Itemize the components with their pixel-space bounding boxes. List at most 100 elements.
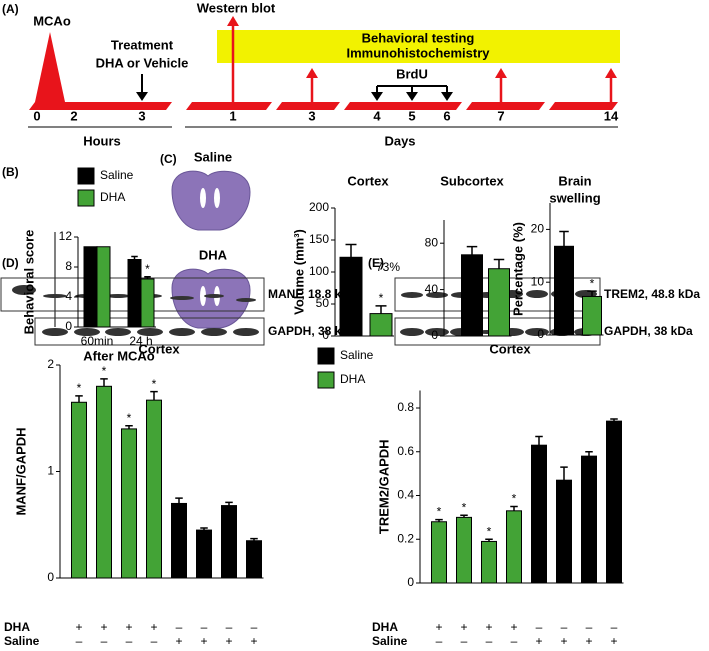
- testing-period: [217, 30, 620, 63]
- day-tick: 3: [308, 108, 315, 123]
- y-axis-label: MANF/GAPDH: [13, 427, 28, 515]
- y-tick-label: 12: [59, 229, 73, 243]
- panel-label: (C): [160, 152, 177, 166]
- treatment-sign: –: [101, 634, 108, 648]
- bar: [554, 245, 574, 336]
- y-tick-label: 200: [309, 200, 329, 214]
- row-label: Saline: [372, 634, 408, 648]
- treatment-sign: +: [250, 634, 257, 648]
- y-axis-label: Behavioral score: [21, 230, 36, 335]
- significance: *: [462, 500, 467, 514]
- y-tick-label: 0.8: [397, 400, 414, 414]
- chart-title: Subcortex: [440, 173, 504, 188]
- treatment-sign: –: [511, 634, 518, 648]
- y-tick-label: 0: [47, 570, 54, 584]
- error-bar: [610, 418, 618, 422]
- day-tick: 4: [373, 108, 381, 123]
- error-bar: [375, 305, 387, 314]
- event-label: BrdU: [396, 66, 428, 81]
- timepoint-arrows: [227, 16, 617, 102]
- significance: *: [145, 262, 150, 276]
- error-bar: [466, 245, 478, 255]
- y-tick-label: 0: [322, 328, 329, 342]
- bar: [140, 278, 155, 328]
- bar: [127, 259, 142, 328]
- event-label: Western blot: [197, 0, 276, 15]
- event-label: MCAo: [33, 13, 71, 28]
- bar: [171, 502, 187, 579]
- timeline-bars: [29, 32, 618, 110]
- legend-swatch: [317, 347, 335, 365]
- bar: [481, 540, 497, 584]
- significance: *: [379, 291, 384, 305]
- brain-sections: [171, 170, 251, 329]
- treatment-sign: –: [461, 634, 468, 648]
- blot-label: GAPDH, 38 kDa: [604, 324, 693, 338]
- error-bar: [510, 505, 518, 511]
- significance: *: [437, 505, 442, 519]
- treatment-sign: –: [176, 620, 183, 634]
- day-tick: 7: [497, 108, 504, 123]
- bar: [246, 540, 262, 579]
- treatment-sign: +: [435, 620, 442, 634]
- panel-label: (D): [2, 256, 19, 270]
- panel-label: (B): [2, 165, 19, 179]
- treatment-sign: +: [150, 620, 157, 634]
- error-bar: [144, 276, 151, 279]
- y-tick-label: 100: [309, 264, 329, 278]
- bar: [96, 385, 112, 579]
- y-tick-label: 10: [531, 274, 545, 288]
- treatment-sign: –: [561, 620, 568, 634]
- error-bar: [100, 378, 108, 387]
- significance: *: [77, 381, 82, 395]
- blot-label: GAPDH, 38 kDa: [268, 324, 357, 338]
- event-label: Treatment: [111, 37, 174, 52]
- treatment-sign: –: [201, 620, 208, 634]
- bar: [431, 521, 447, 584]
- event-label: Immunohistochemistry: [346, 45, 490, 60]
- y-tick-label: 2: [47, 357, 54, 371]
- treatment-sign: +: [75, 620, 82, 634]
- treatment-sign: +: [175, 634, 182, 648]
- y-tick-label: 80: [425, 235, 439, 249]
- bar: [196, 529, 212, 579]
- bar: [556, 479, 572, 584]
- bar: [221, 505, 237, 579]
- bar: [456, 516, 472, 584]
- legend-swatch: [317, 371, 335, 389]
- y-tick-label: 0.4: [397, 488, 414, 502]
- y-tick-label: 0: [65, 319, 72, 333]
- day-tick: 14: [604, 108, 619, 123]
- treatment-sign: –: [126, 634, 133, 648]
- y-axis-label: Percentage (%): [510, 222, 525, 316]
- treatment-sign: +: [535, 634, 542, 648]
- treatment-sign: +: [610, 634, 617, 648]
- chart-title: Cortex: [347, 173, 389, 188]
- significance: *: [152, 377, 157, 391]
- axis-label: Hours: [83, 133, 121, 148]
- day-tick: 6: [443, 108, 450, 123]
- bar: [581, 455, 597, 584]
- bar: [369, 313, 393, 337]
- error-bar: [345, 243, 357, 258]
- treatment-sign: –: [436, 634, 443, 648]
- day-tick: 5: [408, 108, 415, 123]
- y-axis-label: TREM2/GAPDH: [376, 439, 391, 534]
- bar: [606, 420, 622, 584]
- y-tick-label: 150: [309, 232, 329, 246]
- panel-label: (E): [368, 256, 384, 270]
- error-bar: [493, 258, 505, 269]
- bar: [582, 295, 602, 336]
- chart-title: Cortex: [489, 341, 531, 356]
- error-bar: [131, 255, 138, 260]
- legend-label: DHA: [340, 372, 365, 386]
- y-tick-label: 1: [47, 464, 54, 478]
- error-bar: [559, 230, 569, 247]
- error-bar: [485, 538, 493, 542]
- y-tick-label: 20: [531, 222, 545, 236]
- panel-label: (A): [2, 2, 19, 16]
- y-tick-label: 50: [316, 296, 330, 310]
- y-tick-label: 4: [65, 289, 72, 303]
- x-tick-label: 24 h: [129, 334, 152, 348]
- bar: [531, 444, 547, 584]
